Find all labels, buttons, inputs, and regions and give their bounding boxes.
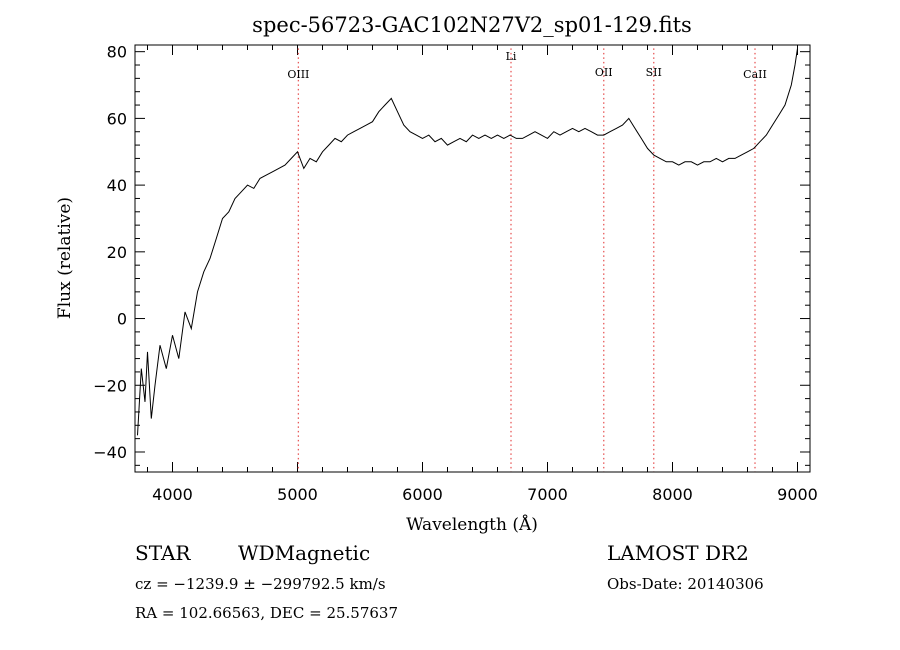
- chart-title: spec-56723-GAC102N27V2_sp01-129.fits: [252, 13, 692, 37]
- y-tick-label: 60: [107, 109, 127, 128]
- x-tick-label: 4000: [152, 485, 193, 504]
- y-tick-label: 20: [107, 243, 127, 262]
- line-marker-label: OII: [595, 66, 613, 79]
- line-marker-label: SII: [646, 66, 662, 79]
- y-axis-label: Flux (relative): [55, 197, 75, 319]
- observation-date: Obs-Date: 20140306: [607, 575, 764, 593]
- x-tick-label: 5000: [277, 485, 318, 504]
- y-tick-label: 40: [107, 176, 127, 195]
- object-class: STAR: [135, 541, 191, 565]
- survey-name: LAMOST DR2: [607, 541, 749, 565]
- spectrum-line: [137, 48, 798, 436]
- line-marker-label: OIII: [287, 68, 309, 81]
- line-markers: OIII Li OII SII CaII: [287, 48, 767, 472]
- y-tick-label: 0: [117, 310, 127, 329]
- coordinates: RA = 102.66563, DEC = 25.57637: [135, 604, 399, 622]
- line-marker-label: Li: [506, 50, 517, 63]
- x-tick-label: 7000: [527, 485, 568, 504]
- x-tick-label: 8000: [652, 485, 693, 504]
- plot-frame: [134, 44, 811, 473]
- redshift-velocity: cz = −1239.9 ± −299792.5 km/s: [135, 575, 386, 593]
- y-tick-label: −20: [93, 376, 127, 395]
- x-axis: 4000 5000 6000 7000 8000 9000: [147, 45, 818, 504]
- line-marker-label: CaII: [743, 68, 767, 81]
- object-subclass: WDMagnetic: [238, 541, 371, 565]
- x-tick-label: 6000: [402, 485, 443, 504]
- y-tick-label: −40: [93, 443, 127, 462]
- y-axis: −40 −20 0 20 40 60 80: [93, 43, 810, 466]
- x-tick-label: 9000: [777, 485, 818, 504]
- y-tick-label: 80: [107, 43, 127, 62]
- x-axis-label: Wavelength (Å): [406, 514, 538, 535]
